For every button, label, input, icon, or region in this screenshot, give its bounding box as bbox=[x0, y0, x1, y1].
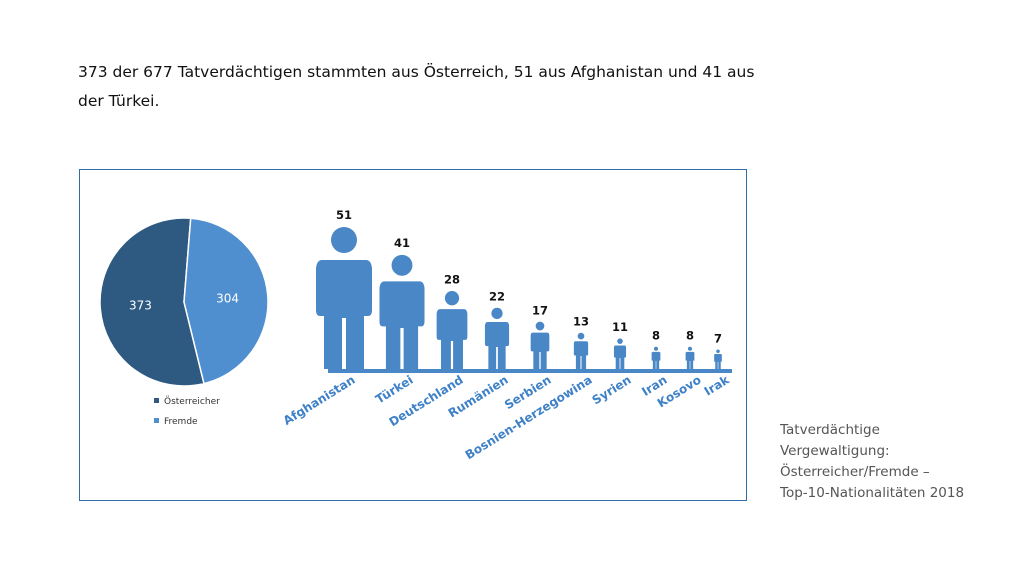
category-label: Afghanistan bbox=[281, 373, 358, 428]
caption-line-2: Vergewaltigung: bbox=[780, 443, 890, 459]
intro-text: 373 der 677 Tatverdächtigen stammten aus… bbox=[78, 63, 755, 110]
pie-slice-fremde bbox=[183, 217, 269, 385]
figure-caption: Tatverdächtige Vergewaltigung: Österreic… bbox=[780, 420, 1010, 504]
caption-line-3: Österreicher/Fremde – bbox=[780, 464, 930, 480]
legend-label: Fremde bbox=[164, 417, 198, 427]
value-label: 22 bbox=[489, 289, 505, 303]
person-head bbox=[687, 346, 693, 351]
pictogram-chart: 51Afghanistan41Türkei28Deutschland22Rumä… bbox=[281, 208, 733, 462]
person-head bbox=[716, 349, 720, 354]
pie-data-label: 304 bbox=[216, 292, 239, 306]
person-head bbox=[331, 227, 357, 253]
chart-svg: 373 304 Österreicher Fremde 51 Afghanistan 4… bbox=[99, 208, 733, 462]
legend-swatch bbox=[154, 418, 159, 423]
legend-swatch bbox=[154, 398, 159, 403]
pie-slice-oesterreicher bbox=[99, 217, 205, 387]
person-body bbox=[484, 321, 510, 369]
value-label: 17 bbox=[532, 303, 548, 317]
pictogram-bar: 7 Irak bbox=[702, 331, 733, 398]
person-head bbox=[577, 332, 585, 340]
value-label: 13 bbox=[573, 315, 589, 329]
value-label: 8 bbox=[686, 329, 694, 343]
category-label: Türkei bbox=[373, 373, 416, 407]
person-head bbox=[653, 346, 659, 351]
person-body bbox=[436, 309, 468, 369]
pictogram-bar: 11 Syrien bbox=[590, 320, 634, 407]
person-body bbox=[573, 341, 589, 369]
pictogram-bar: 51 Afghanistan bbox=[281, 208, 372, 428]
value-label: 11 bbox=[612, 320, 628, 334]
person-head bbox=[617, 338, 623, 344]
pictogram-bar: 41 Türkei bbox=[373, 236, 425, 407]
person-body bbox=[651, 351, 661, 369]
value-label: 8 bbox=[652, 329, 660, 343]
category-label: Syrien bbox=[590, 373, 634, 408]
chart-panel: 373 304 Österreicher Fremde 51 Afghanistan 4… bbox=[79, 169, 747, 501]
pie-legend: Österreicher Fremde bbox=[154, 396, 220, 427]
person-body bbox=[316, 260, 372, 369]
value-label: 51 bbox=[336, 208, 352, 222]
value-label: 28 bbox=[444, 272, 460, 286]
person-head bbox=[491, 307, 503, 319]
person-body bbox=[613, 345, 627, 369]
caption-line-4: Top-10-Nationalitäten 2018 bbox=[780, 485, 965, 501]
person-head bbox=[444, 291, 460, 306]
category-label: Irak bbox=[702, 372, 733, 398]
legend-label: Österreicher bbox=[164, 396, 220, 407]
value-label: 41 bbox=[394, 236, 410, 250]
caption-line-1: Tatverdächtige bbox=[780, 422, 880, 438]
person-head bbox=[391, 254, 413, 276]
person-body bbox=[685, 351, 695, 369]
person-head bbox=[535, 321, 545, 331]
person-body bbox=[714, 354, 722, 369]
person-body bbox=[530, 332, 550, 369]
pie-chart: 373 304 bbox=[99, 217, 269, 387]
value-label: 7 bbox=[714, 331, 722, 345]
person-body bbox=[379, 281, 425, 369]
pie-data-label: 373 bbox=[129, 298, 152, 312]
